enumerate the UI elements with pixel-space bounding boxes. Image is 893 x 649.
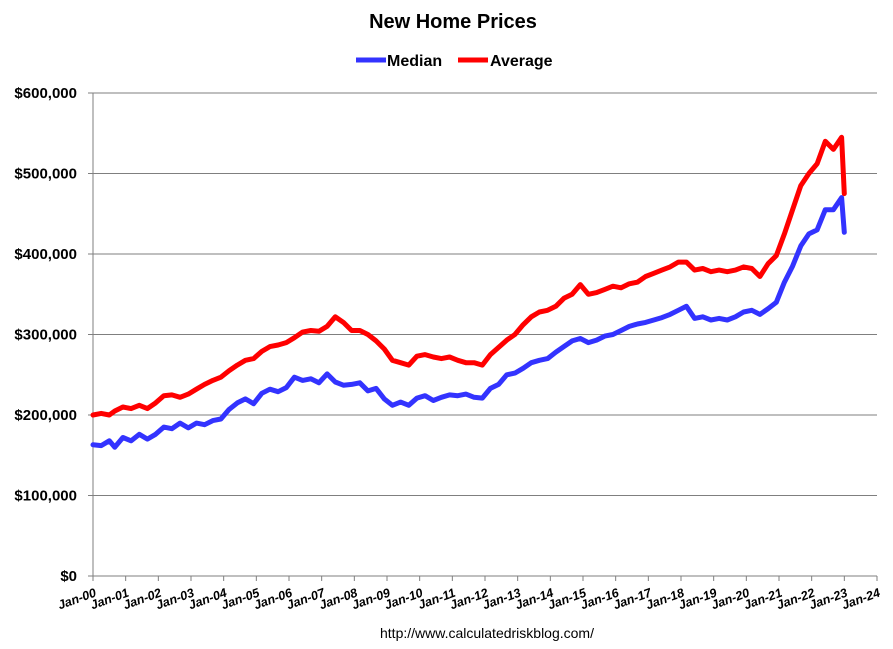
legend-label-median: Median [387, 53, 442, 70]
y-tick-label: $400,000 [14, 246, 77, 263]
y-tick-label: $100,000 [14, 488, 77, 505]
gridlines [92, 92, 877, 577]
y-tick-label: $200,000 [14, 407, 77, 424]
x-axis-ticks: Jan-00Jan-01Jan-02Jan-03Jan-04Jan-05Jan-… [56, 576, 882, 612]
y-tick-label: $0 [60, 568, 77, 585]
y-tick-label: $300,000 [14, 327, 77, 344]
x-tick-label: Jan-24 [840, 586, 882, 613]
y-tick-label: $600,000 [14, 85, 77, 102]
legend-label-average: Average [490, 53, 553, 70]
y-axis-ticks: $0 $100,000 $200,000 $300,000 $400,000 $500,0… [14, 85, 93, 585]
series-line-median [90, 195, 847, 450]
source-url: http://www.calculatedriskblog.com/ [380, 625, 594, 641]
series-lines [90, 134, 847, 450]
y-tick-label: $500,000 [14, 166, 77, 183]
legend: Median Average [356, 53, 553, 70]
chart-title: New Home Prices [369, 11, 537, 33]
series-line-average [90, 134, 847, 418]
